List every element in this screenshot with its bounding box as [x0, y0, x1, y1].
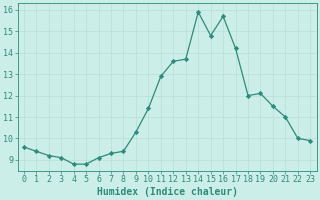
X-axis label: Humidex (Indice chaleur): Humidex (Indice chaleur): [97, 186, 237, 197]
